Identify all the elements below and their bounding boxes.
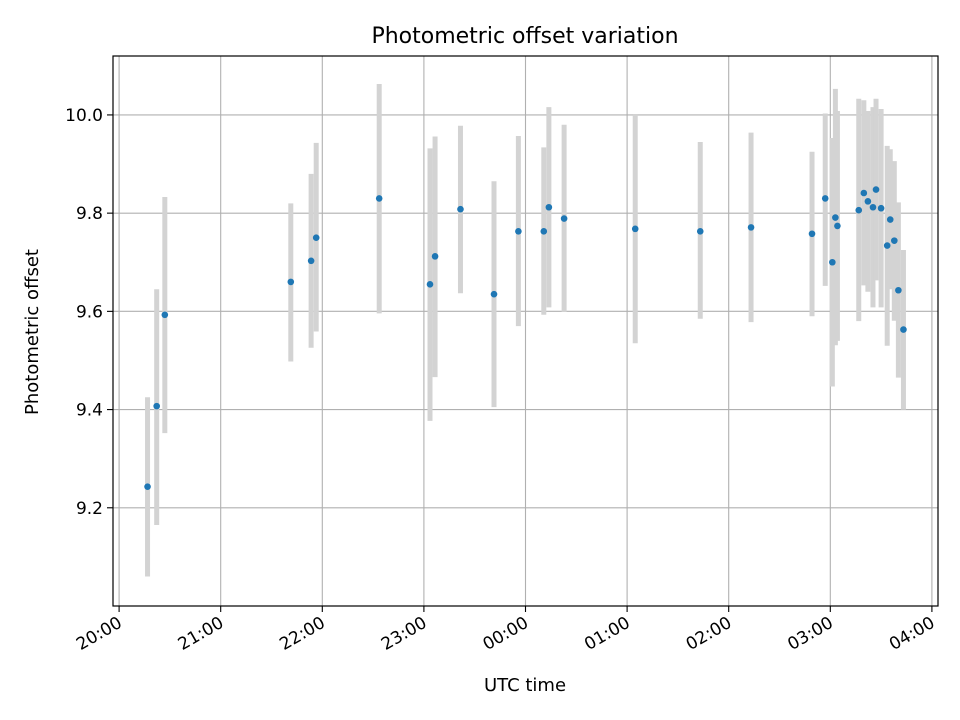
data-points xyxy=(144,186,907,490)
data-point xyxy=(545,203,553,211)
chart-title: Photometric offset variation xyxy=(371,24,678,49)
data-point xyxy=(877,204,885,212)
y-axis-label: Photometric offset xyxy=(22,249,43,415)
data-point xyxy=(144,483,151,490)
data-point xyxy=(287,278,295,286)
data-point xyxy=(747,224,755,231)
data-point xyxy=(560,215,568,222)
data-point xyxy=(426,281,434,288)
data-point xyxy=(696,228,704,235)
data-point xyxy=(312,234,320,241)
y-tick-label: 9.2 xyxy=(76,499,103,519)
data-point xyxy=(153,402,160,410)
y-tick-label: 9.6 xyxy=(76,302,103,322)
y-tick-label: 9.4 xyxy=(76,401,103,421)
data-point xyxy=(832,214,839,221)
data-point xyxy=(895,286,902,294)
data-point xyxy=(872,186,880,193)
data-point xyxy=(431,253,439,260)
data-point xyxy=(834,222,841,230)
data-point xyxy=(886,216,894,223)
data-point xyxy=(375,195,383,202)
grid xyxy=(113,56,938,606)
data-point xyxy=(515,228,522,235)
data-point xyxy=(808,230,816,238)
data-point xyxy=(864,198,872,205)
data-point xyxy=(821,195,829,202)
data-point xyxy=(631,225,639,233)
data-point xyxy=(307,257,315,265)
data-point xyxy=(829,258,836,266)
data-point xyxy=(900,326,907,333)
x-axis-label: UTC time xyxy=(484,675,566,696)
data-point xyxy=(860,189,868,197)
data-point xyxy=(490,290,498,298)
data-point xyxy=(855,206,863,214)
data-point xyxy=(869,203,877,211)
data-point xyxy=(891,237,898,244)
data-point xyxy=(457,205,464,213)
y-tick-label: 9.8 xyxy=(76,204,103,224)
y-tick-label: 10.0 xyxy=(65,106,103,126)
data-point xyxy=(540,228,548,235)
data-point xyxy=(161,311,169,319)
data-point xyxy=(883,242,891,249)
